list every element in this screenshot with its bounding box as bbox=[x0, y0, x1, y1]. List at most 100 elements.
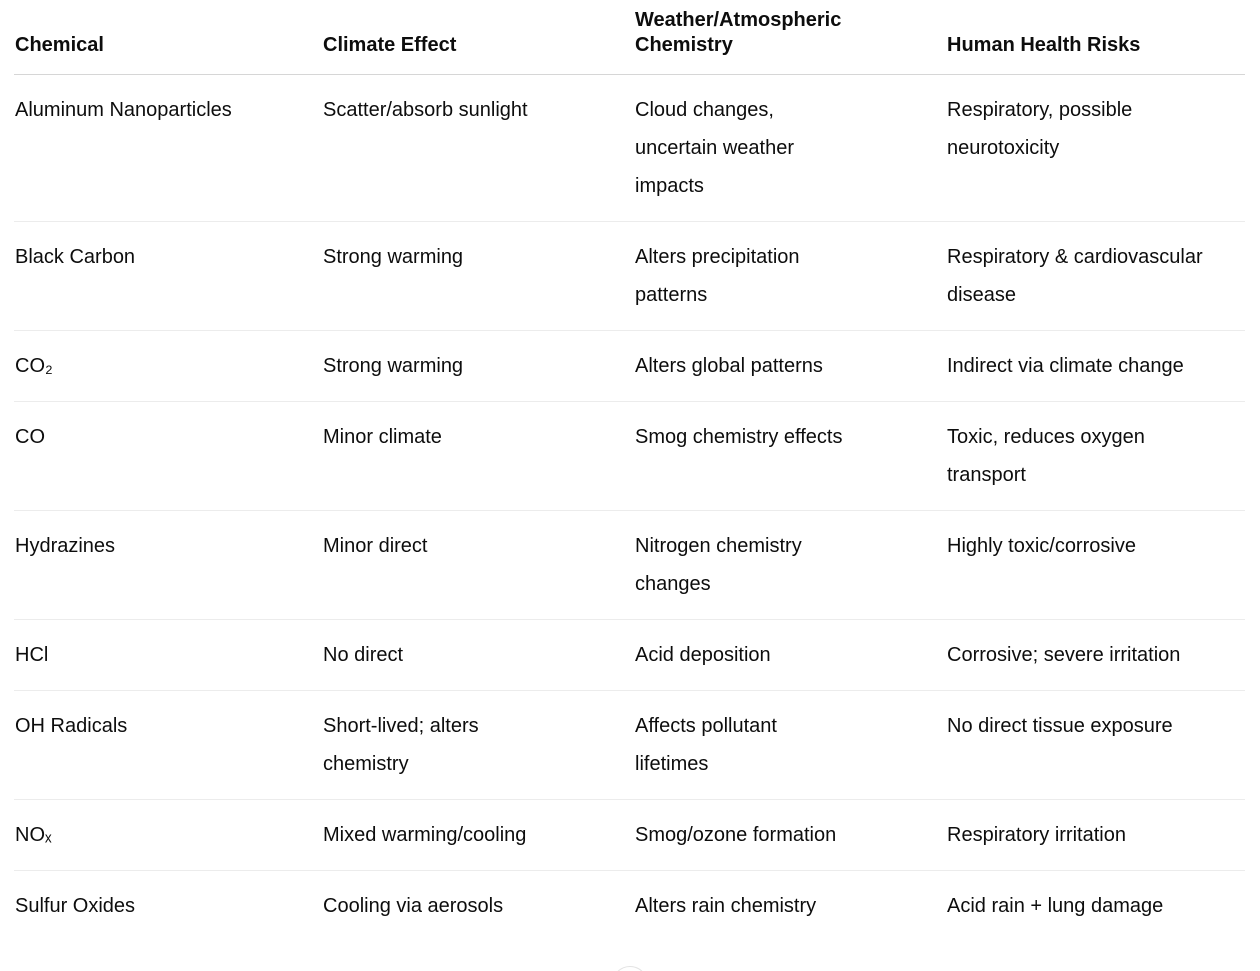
table-cell: Indirect via climate change bbox=[946, 330, 1245, 402]
table-cell: Corrosive; severe irritation bbox=[946, 619, 1245, 691]
cell-line: Cooling via aerosols bbox=[323, 895, 504, 917]
cell-line: OH Radicals bbox=[15, 715, 128, 737]
table-header: Chemical Climate Effect Weather/Atmospheri… bbox=[14, 0, 1245, 75]
table-cell: Respiratory, possible neurotoxicity bbox=[946, 74, 1245, 222]
column-header-weather-atmospheric-chemistry: Weather/Atmospheric Chemistry bbox=[634, 0, 946, 75]
table-row: Black Carbon Strong warming Alters precipi… bbox=[14, 221, 1245, 331]
cell-line: Acid rain + lung damage bbox=[947, 895, 1164, 917]
cell-line: Chemical bbox=[15, 34, 104, 56]
cell-line: Weather/Atmospheric bbox=[635, 9, 842, 31]
cell-line: Corrosive; severe irritation bbox=[947, 644, 1181, 666]
cell-line: CO₂ bbox=[15, 355, 53, 377]
cell-line: chemistry bbox=[323, 753, 409, 775]
table-cell: Affects pollutant lifetimes bbox=[634, 690, 946, 800]
table-cell: CO₂ bbox=[14, 330, 322, 402]
cell-line: lifetimes bbox=[635, 753, 709, 775]
cell-line: Nitrogen chemistry bbox=[635, 535, 802, 557]
table-cell: Respiratory & cardiovascular disease bbox=[946, 221, 1245, 331]
table-row: Hydrazines Minor direct Nitrogen chemistry… bbox=[14, 510, 1245, 620]
table-cell: Alters rain chemistry bbox=[634, 871, 946, 942]
column-header-chemical: Chemical bbox=[14, 0, 322, 75]
cell-line: neurotoxicity bbox=[947, 137, 1060, 159]
table-row: CO Minor climate Smog chemistry effects Tox… bbox=[14, 401, 1245, 511]
cell-line: Highly toxic/corrosive bbox=[947, 535, 1136, 557]
cell-line: CO bbox=[15, 426, 45, 448]
table-cell: Acid deposition bbox=[634, 619, 946, 691]
table-cell: Smog/ozone formation bbox=[634, 799, 946, 871]
cell-line: Smog/ozone formation bbox=[635, 824, 837, 846]
table-cell: Cloud changes, uncertain weather impacts bbox=[634, 74, 946, 222]
table-body: Aluminum Nanoparticles Scatter/absorb sun… bbox=[14, 74, 1245, 942]
cell-line: Respiratory & cardiovascular bbox=[947, 246, 1203, 268]
table-cell: Respiratory irritation bbox=[946, 799, 1245, 871]
cell-line: Chemistry bbox=[635, 34, 733, 56]
table-cell: Alters precipitation patterns bbox=[634, 221, 946, 331]
cell-line: transport bbox=[947, 464, 1026, 486]
column-header-climate-effect: Climate Effect bbox=[322, 0, 634, 75]
cell-line: No direct bbox=[323, 644, 404, 666]
table-row: OH Radicals Short-lived; alters chemistry A… bbox=[14, 690, 1245, 800]
table-cell: CO bbox=[14, 401, 322, 511]
table-cell: No direct bbox=[322, 619, 634, 691]
cell-line: Indirect via climate change bbox=[947, 355, 1184, 377]
table-cell: Aluminum Nanoparticles bbox=[14, 74, 322, 222]
cell-line: Respiratory irritation bbox=[947, 824, 1126, 846]
scroll-to-bottom-button[interactable] bbox=[612, 966, 648, 971]
cell-line: uncertain weather bbox=[635, 137, 794, 159]
cell-line: HCl bbox=[15, 644, 49, 666]
table-row: HCl No direct Acid deposition Corrosive; se… bbox=[14, 619, 1245, 691]
cell-line: Sulfur Oxides bbox=[15, 895, 136, 917]
cell-line: Minor climate bbox=[323, 426, 442, 448]
chemical-comparison-table: Chemical Climate Effect Weather/Atmospheri… bbox=[14, 0, 1245, 941]
table-cell: Short-lived; alters chemistry bbox=[322, 690, 634, 800]
cell-line: Human Health Risks bbox=[947, 34, 1141, 56]
cell-line: Black Carbon bbox=[15, 246, 136, 268]
header-row: Chemical Climate Effect Weather/Atmospheri… bbox=[14, 0, 1245, 75]
cell-line: Smog chemistry effects bbox=[635, 426, 843, 448]
cell-line: Aluminum Nanoparticles bbox=[15, 99, 232, 121]
cell-line: Scatter/absorb sunlight bbox=[323, 99, 528, 121]
cell-line: Respiratory, possible bbox=[947, 99, 1133, 121]
cell-line: NOₓ bbox=[15, 824, 52, 846]
table-row: CO₂ Strong warming Alters global patterns I… bbox=[14, 330, 1245, 402]
cell-line: patterns bbox=[635, 284, 708, 306]
table-cell: No direct tissue exposure bbox=[946, 690, 1245, 800]
table-cell: Mixed warming/cooling bbox=[322, 799, 634, 871]
cell-line: Strong warming bbox=[323, 246, 464, 268]
cell-line: Short-lived; alters bbox=[323, 715, 479, 737]
table-cell: Toxic, reduces oxygen transport bbox=[946, 401, 1245, 511]
cell-line: impacts bbox=[635, 175, 704, 197]
cell-line: No direct tissue exposure bbox=[947, 715, 1173, 737]
table-cell: Sulfur Oxides bbox=[14, 871, 322, 942]
table-cell: Smog chemistry effects bbox=[634, 401, 946, 511]
table-row: NOₓ Mixed warming/cooling Smog/ozone forma… bbox=[14, 799, 1245, 871]
cell-line: Strong warming bbox=[323, 355, 464, 377]
cell-line: Climate Effect bbox=[323, 34, 457, 56]
cell-line: Acid deposition bbox=[635, 644, 771, 666]
table-cell: OH Radicals bbox=[14, 690, 322, 800]
table-cell: Hydrazines bbox=[14, 510, 322, 620]
table-cell: Minor direct bbox=[322, 510, 634, 620]
cell-line: Cloud changes, bbox=[635, 99, 774, 121]
table-cell: Alters global patterns bbox=[634, 330, 946, 402]
table-cell: Minor climate bbox=[322, 401, 634, 511]
cell-line: Mixed warming/cooling bbox=[323, 824, 527, 846]
column-header-human-health-risks: Human Health Risks bbox=[946, 0, 1245, 75]
table-cell: Strong warming bbox=[322, 330, 634, 402]
cell-line: Minor direct bbox=[323, 535, 428, 557]
table-row: Aluminum Nanoparticles Scatter/absorb sun… bbox=[14, 74, 1245, 222]
cell-line: disease bbox=[947, 284, 1016, 306]
table-row: Sulfur Oxides Cooling via aerosols Alters … bbox=[14, 871, 1245, 942]
cell-line: Toxic, reduces oxygen bbox=[947, 426, 1145, 448]
table-cell: Black Carbon bbox=[14, 221, 322, 331]
table-cell: NOₓ bbox=[14, 799, 322, 871]
cell-line: Affects pollutant bbox=[635, 715, 777, 737]
cell-line: changes bbox=[635, 573, 711, 595]
table-cell: Scatter/absorb sunlight bbox=[322, 74, 634, 222]
table-cell: Cooling via aerosols bbox=[322, 871, 634, 942]
cell-line: Alters precipitation bbox=[635, 246, 800, 268]
cell-line: Alters global patterns bbox=[635, 355, 823, 377]
table-cell: HCl bbox=[14, 619, 322, 691]
table-cell: Strong warming bbox=[322, 221, 634, 331]
table-cell: Nitrogen chemistry changes bbox=[634, 510, 946, 620]
